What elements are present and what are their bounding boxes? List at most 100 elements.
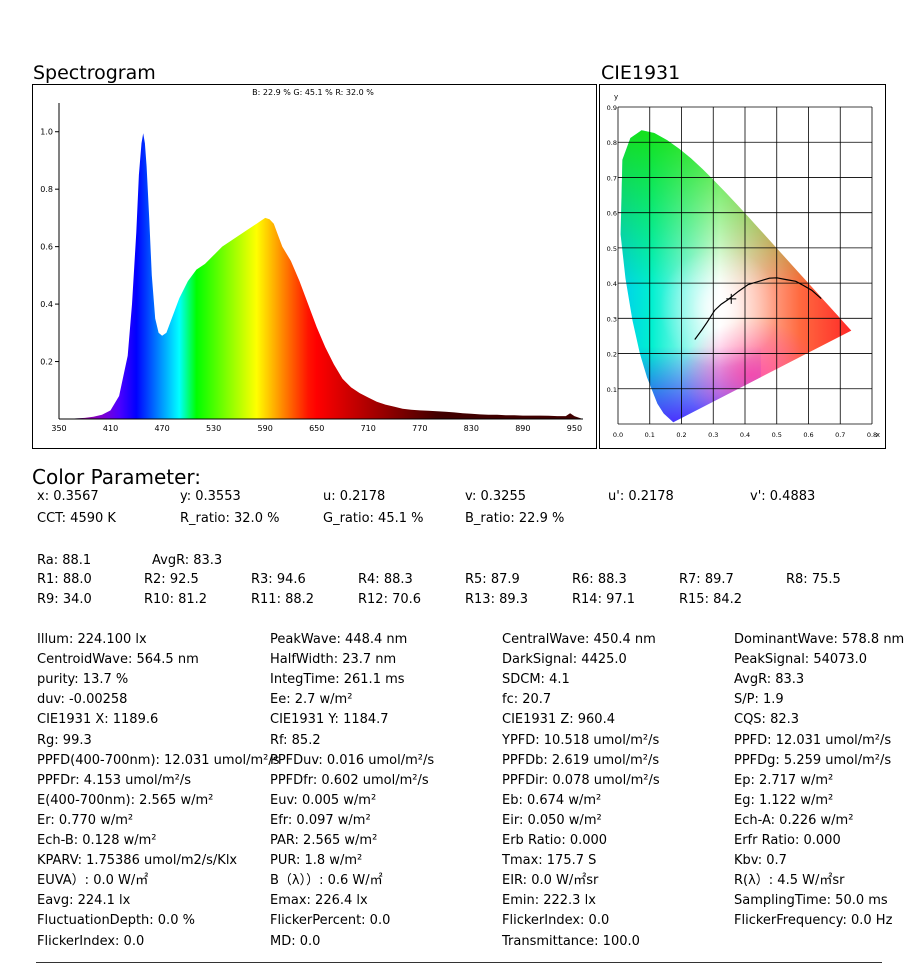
cie-y-axis-label: y bbox=[614, 93, 618, 101]
planckian-locus bbox=[694, 277, 822, 340]
cie-x-tick-label: 0.3 bbox=[708, 431, 718, 439]
cie-x-tick-label: 0.1 bbox=[645, 431, 655, 439]
param-value: PeakSignal: 54073.0 bbox=[734, 652, 868, 668]
param-value: CQS: 82.3 bbox=[734, 712, 800, 728]
color-param-value: Ra: 88.1 bbox=[37, 553, 92, 568]
param-value: CentralWave: 450.4 nm bbox=[502, 632, 656, 647]
color-param-value: R_ratio: 32.0 % bbox=[180, 511, 280, 526]
cie-x-axis-label: x bbox=[876, 431, 880, 439]
color-param-value: R7: 89.7 bbox=[679, 572, 734, 587]
cie-y-tick-label: 0.5 bbox=[607, 245, 617, 253]
param-value: Kbv: 0.7 bbox=[734, 853, 787, 869]
param-value: HalfWidth: 23.7 nm bbox=[270, 652, 397, 668]
color-param-value: B_ratio: 22.9 % bbox=[465, 511, 565, 526]
color-param-value: R4: 88.3 bbox=[358, 572, 413, 587]
spectrum-y-tick-label: 0.4 bbox=[40, 300, 53, 309]
param-value: R(λ）: 4.5 W/㎡sr bbox=[734, 873, 845, 889]
param-value: duv: -0.00258 bbox=[37, 692, 128, 708]
param-value: SDCM: 4.1 bbox=[502, 672, 570, 688]
color-param-value: AvgR: 83.3 bbox=[152, 553, 223, 568]
cie-y-tick-label: 0.7 bbox=[607, 174, 617, 182]
cie-axes: 0.1 0.2 0.3 0.4 0.5 0.6 0.7 0.8 0.9 0.0 0.1 0.2 0.3 0… bbox=[607, 104, 878, 439]
cie-y-tick-label: 0.9 bbox=[607, 104, 617, 112]
param-value: IntegTime: 261.1 ms bbox=[270, 672, 405, 688]
param-value: PPFDr: 4.153 umol/m²/s bbox=[37, 772, 192, 788]
param-value: KPARV: 1.75386 umol/m2/s/Klx bbox=[37, 853, 238, 869]
color-param-value: R14: 97.1 bbox=[572, 592, 636, 607]
param-value: CentroidWave: 564.5 nm bbox=[37, 652, 199, 668]
cie-grid bbox=[617, 106, 873, 425]
param-value: DominantWave: 578.8 nm bbox=[734, 632, 905, 647]
cie-y-tick-label: 0.8 bbox=[607, 139, 617, 147]
cie-y-tick-label: 0.2 bbox=[607, 351, 617, 359]
param-value: Er: 0.770 w/m² bbox=[37, 812, 134, 828]
spectrum-y-tick-label: 0.8 bbox=[40, 185, 53, 194]
spectrogram-title: Spectrogram bbox=[33, 62, 156, 84]
param-value: Rg: 99.3 bbox=[37, 732, 92, 748]
cie-panel: 0.1 0.2 0.3 0.4 0.5 0.6 0.7 0.8 0.9 0.0 0.1 0.2 0.3 0… bbox=[599, 84, 886, 449]
spectrum-area bbox=[59, 133, 583, 419]
param-value: Ep: 2.717 w/m² bbox=[734, 772, 834, 788]
param-value: Rf: 85.2 bbox=[270, 732, 321, 748]
spectrum-y-tick-label: 0.2 bbox=[40, 358, 53, 367]
param-value: FlickerFrequency: 0.0 Hz bbox=[734, 913, 893, 929]
param-value: purity: 13.7 % bbox=[37, 672, 129, 688]
param-value: Tmax: 175.7 S bbox=[502, 853, 597, 869]
param-value: AvgR: 83.3 bbox=[734, 672, 805, 688]
param-value: DarkSignal: 4425.0 bbox=[502, 652, 627, 668]
param-value: B（λ））: 0.6 W/㎡ bbox=[270, 873, 383, 889]
spectrum-x-tick-label: 530 bbox=[206, 424, 221, 433]
cie-x-tick-label: 0.2 bbox=[676, 431, 686, 439]
cie-chart: 0.1 0.2 0.3 0.4 0.5 0.6 0.7 0.8 0.9 0.0 0.1 0.2 0.3 0… bbox=[607, 93, 880, 439]
param-value: Emin: 222.3 lx bbox=[502, 893, 596, 909]
color-param-value: x: 0.3567 bbox=[37, 489, 99, 504]
color-param-value: R6: 88.3 bbox=[572, 572, 627, 587]
param-value: FlickerIndex: 0.0 bbox=[502, 913, 610, 929]
spectrum-x-tick-label: 890 bbox=[515, 424, 530, 433]
param-value: CIE1931 Y: 1184.7 bbox=[270, 712, 389, 728]
spectrum-x-tick-label: 770 bbox=[412, 424, 427, 433]
param-value: EUVA）: 0.0 W/㎡ bbox=[37, 873, 149, 889]
param-value: PUR: 1.8 w/m² bbox=[270, 853, 363, 869]
param-value: PPFDg: 5.259 umol/m²/s bbox=[734, 752, 892, 768]
param-value: PeakWave: 448.4 nm bbox=[270, 632, 408, 647]
color-param-value: R15: 84.2 bbox=[679, 592, 743, 607]
param-value: Ech-A: 0.226 w/m² bbox=[734, 812, 854, 828]
color-param-value: R8: 75.5 bbox=[786, 572, 841, 587]
spectrum-y-tick-label: 0.6 bbox=[40, 243, 53, 252]
spectrum-axes: 0.2 0.4 0.6 0.8 1.0 350 410 470 530 590 650 710 770 8… bbox=[40, 103, 583, 433]
spectrum-x-tick-label: 410 bbox=[103, 424, 118, 433]
color-param-value: u: 0.2178 bbox=[323, 489, 386, 504]
cie-x-tick-label: 0.6 bbox=[803, 431, 813, 439]
spectrum-x-tick-label: 350 bbox=[51, 424, 66, 433]
color-param-value: R13: 89.3 bbox=[465, 592, 529, 607]
param-value: Eir: 0.050 w/m² bbox=[502, 812, 602, 828]
param-value: CIE1931 X: 1189.6 bbox=[37, 712, 159, 728]
color-param-value: R3: 94.6 bbox=[251, 572, 306, 587]
param-value: SamplingTime: 50.0 ms bbox=[734, 893, 888, 909]
color-param-value: R2: 92.5 bbox=[144, 572, 199, 587]
color-param-value: R11: 88.2 bbox=[251, 592, 315, 607]
param-value: E(400-700nm): 2.565 w/m² bbox=[37, 792, 214, 808]
param-value: MD: 0.0 bbox=[270, 933, 321, 949]
param-value: YPFD: 10.518 umol/m²/s bbox=[502, 732, 660, 748]
param-value: PPFDuv: 0.016 umol/m²/s bbox=[270, 752, 435, 768]
param-value: fc: 20.7 bbox=[502, 692, 552, 708]
param-value: PPFDir: 0.078 umol/m²/s bbox=[502, 772, 660, 788]
param-value: Eavg: 224.1 lx bbox=[37, 893, 131, 909]
cie-x-tick-label: 0.4 bbox=[740, 431, 750, 439]
color-param-value: R5: 87.9 bbox=[465, 572, 520, 587]
param-value: FlickerIndex: 0.0 bbox=[37, 933, 145, 949]
param-value: PPFDb: 2.619 umol/m²/s bbox=[502, 752, 660, 768]
param-value: Eg: 1.122 w/m² bbox=[734, 792, 834, 808]
color-param-value: R1: 88.0 bbox=[37, 572, 92, 587]
spectrum-x-tick-label: 650 bbox=[309, 424, 324, 433]
color-param-value: G_ratio: 45.1 % bbox=[323, 511, 424, 526]
cie-y-tick-label: 0.6 bbox=[607, 210, 617, 218]
spectrum-x-tick-label: 590 bbox=[258, 424, 273, 433]
param-value: PPFDfr: 0.602 umol/m²/s bbox=[270, 772, 429, 788]
param-value: PAR: 2.565 w/m² bbox=[270, 833, 378, 848]
cie-y-tick-label: 0.1 bbox=[607, 386, 617, 394]
ratio-label: B: 22.9 % G: 45.1 % R: 32.0 % bbox=[252, 88, 374, 97]
color-param-value: R10: 81.2 bbox=[144, 592, 208, 607]
